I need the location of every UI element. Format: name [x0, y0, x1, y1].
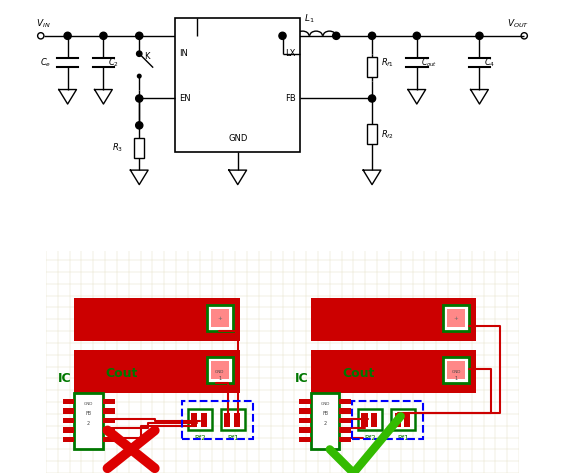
- Text: Cout: Cout: [106, 367, 138, 380]
- Circle shape: [137, 51, 142, 56]
- Text: GND: GND: [228, 134, 247, 143]
- Text: Rf2: Rf2: [364, 435, 376, 440]
- Circle shape: [368, 32, 376, 39]
- Text: GND: GND: [215, 370, 224, 374]
- Circle shape: [413, 32, 420, 39]
- Bar: [367, 124, 377, 144]
- Bar: [103, 418, 115, 423]
- Bar: [339, 399, 351, 404]
- Bar: [103, 408, 115, 414]
- Text: LX: LX: [285, 49, 296, 58]
- Bar: [299, 399, 311, 404]
- Text: $R_{f2}$: $R_{f2}$: [381, 128, 394, 140]
- Bar: [103, 427, 115, 433]
- Bar: [63, 437, 75, 442]
- Text: $R_{f1}$: $R_{f1}$: [381, 56, 394, 69]
- Bar: [339, 408, 351, 414]
- Text: Rf2: Rf2: [194, 435, 206, 440]
- Circle shape: [64, 32, 71, 39]
- Text: EN: EN: [180, 94, 191, 103]
- Text: Cout: Cout: [342, 367, 375, 380]
- Text: IC: IC: [58, 372, 72, 385]
- Text: FB: FB: [285, 94, 296, 103]
- Circle shape: [136, 32, 143, 39]
- Text: Rf1: Rf1: [397, 435, 409, 440]
- Bar: [392, 409, 415, 430]
- Bar: [299, 427, 311, 433]
- Bar: [188, 409, 211, 430]
- Circle shape: [136, 95, 143, 102]
- Bar: [63, 408, 75, 414]
- Bar: [63, 418, 75, 423]
- Text: $C_e$: $C_e$: [40, 56, 51, 69]
- Bar: [211, 309, 229, 327]
- Bar: [299, 437, 311, 442]
- Text: 2: 2: [324, 421, 327, 426]
- Circle shape: [368, 95, 376, 102]
- Bar: [444, 305, 470, 331]
- Text: K: K: [144, 52, 149, 61]
- Circle shape: [333, 32, 340, 39]
- Circle shape: [137, 74, 141, 78]
- Text: $L_1$: $L_1$: [304, 13, 315, 25]
- Text: 1: 1: [218, 376, 221, 381]
- Bar: [134, 138, 144, 158]
- Bar: [394, 413, 401, 427]
- Bar: [362, 413, 368, 427]
- Text: Rf1: Rf1: [227, 435, 238, 440]
- Bar: [299, 408, 311, 414]
- Bar: [311, 298, 476, 341]
- Bar: [211, 361, 229, 379]
- Bar: [311, 393, 339, 449]
- Text: 1: 1: [454, 376, 458, 381]
- Circle shape: [279, 32, 286, 39]
- Bar: [207, 305, 233, 331]
- Text: $C_4$: $C_4$: [484, 56, 495, 69]
- Circle shape: [136, 122, 143, 129]
- Text: IN: IN: [180, 49, 188, 58]
- Circle shape: [476, 32, 483, 39]
- Bar: [367, 57, 377, 77]
- Bar: [299, 418, 311, 423]
- Text: +: +: [454, 316, 458, 321]
- Bar: [339, 418, 351, 423]
- Text: IC: IC: [294, 372, 308, 385]
- Bar: [75, 393, 103, 449]
- Bar: [175, 18, 301, 152]
- Text: +: +: [217, 316, 222, 321]
- Text: FB: FB: [322, 412, 328, 416]
- Text: 2: 2: [87, 421, 90, 426]
- Text: $C_2$: $C_2$: [108, 56, 119, 69]
- Bar: [75, 350, 240, 393]
- Bar: [358, 409, 382, 430]
- Bar: [404, 413, 410, 427]
- Bar: [339, 427, 351, 433]
- Bar: [191, 413, 197, 427]
- Text: GND: GND: [320, 403, 330, 406]
- Bar: [234, 413, 240, 427]
- Bar: [444, 357, 470, 383]
- Bar: [63, 427, 75, 433]
- Text: $V_{IN}$: $V_{IN}$: [36, 17, 51, 29]
- Bar: [447, 309, 465, 327]
- Bar: [201, 413, 207, 427]
- Bar: [75, 298, 240, 341]
- Bar: [339, 437, 351, 442]
- Text: $C_{out}$: $C_{out}$: [421, 56, 437, 69]
- Bar: [447, 361, 465, 379]
- Bar: [221, 409, 245, 430]
- Bar: [103, 437, 115, 442]
- Text: FB: FB: [85, 412, 92, 416]
- Bar: [63, 399, 75, 404]
- Bar: [371, 413, 377, 427]
- Bar: [103, 399, 115, 404]
- Bar: [311, 350, 476, 393]
- Text: $R_3$: $R_3$: [112, 141, 123, 154]
- Text: $V_{OUT}$: $V_{OUT}$: [507, 17, 529, 29]
- Bar: [207, 357, 233, 383]
- Bar: [224, 413, 231, 427]
- Text: GND: GND: [451, 370, 461, 374]
- Text: GND: GND: [84, 403, 93, 406]
- Circle shape: [100, 32, 107, 39]
